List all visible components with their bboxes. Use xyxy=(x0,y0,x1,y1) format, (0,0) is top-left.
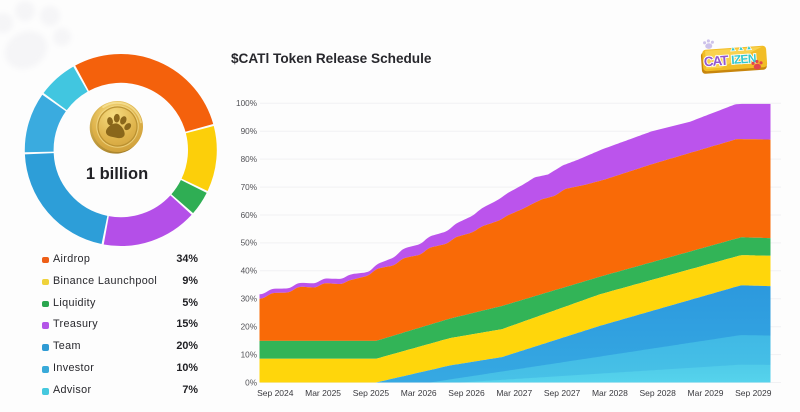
svg-text:0%: 0% xyxy=(245,378,257,387)
svg-text:Sep 2027: Sep 2027 xyxy=(544,388,581,398)
svg-text:Sep 2028: Sep 2028 xyxy=(639,388,676,398)
svg-text:50%: 50% xyxy=(241,239,257,248)
svg-text:IZEN: IZEN xyxy=(731,51,756,67)
svg-text:90%: 90% xyxy=(241,127,257,136)
svg-text:CAT: CAT xyxy=(703,53,729,70)
svg-text:70%: 70% xyxy=(241,183,257,192)
svg-text:Mar 2028: Mar 2028 xyxy=(592,388,628,398)
svg-text:Sep 2029: Sep 2029 xyxy=(735,388,772,398)
svg-text:100%: 100% xyxy=(236,99,257,108)
svg-text:60%: 60% xyxy=(241,211,257,220)
svg-text:Mar 2029: Mar 2029 xyxy=(688,388,724,398)
svg-text:80%: 80% xyxy=(241,155,257,164)
svg-text:Mar 2027: Mar 2027 xyxy=(496,388,532,398)
svg-text:40%: 40% xyxy=(241,267,257,276)
svg-text:30%: 30% xyxy=(241,295,257,304)
svg-text:10%: 10% xyxy=(241,350,257,359)
svg-text:Mar 2025: Mar 2025 xyxy=(305,388,341,398)
svg-text:Sep 2024: Sep 2024 xyxy=(257,388,294,398)
svg-text:20%: 20% xyxy=(241,323,257,332)
svg-text:Sep 2025: Sep 2025 xyxy=(353,388,390,398)
svg-text:Mar 2026: Mar 2026 xyxy=(401,388,437,398)
svg-text:Sep 2026: Sep 2026 xyxy=(448,388,485,398)
